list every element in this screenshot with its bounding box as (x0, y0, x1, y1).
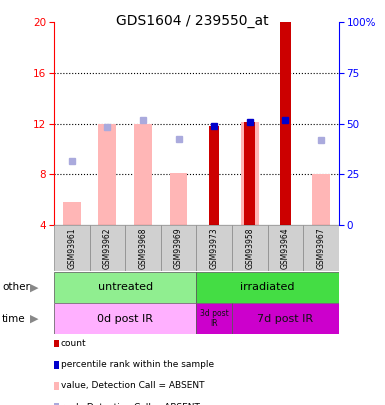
Text: value, Detection Call = ABSENT: value, Detection Call = ABSENT (61, 382, 204, 390)
Text: count: count (61, 339, 87, 348)
Text: GDS1604 / 239550_at: GDS1604 / 239550_at (116, 14, 269, 28)
Text: untreated: untreated (97, 282, 153, 292)
Text: GSM93969: GSM93969 (174, 227, 183, 269)
FancyBboxPatch shape (54, 225, 90, 271)
Bar (232, 303, 339, 334)
FancyBboxPatch shape (303, 225, 339, 271)
FancyBboxPatch shape (196, 225, 232, 271)
Bar (241, 122, 259, 225)
Text: irradiated: irradiated (240, 282, 295, 292)
Bar (312, 174, 330, 225)
Text: GSM93964: GSM93964 (281, 227, 290, 269)
Bar (54, 272, 196, 303)
Text: GSM93962: GSM93962 (103, 227, 112, 269)
Bar (244, 122, 255, 225)
Bar (170, 173, 187, 225)
Text: GSM93958: GSM93958 (245, 227, 254, 269)
Bar (209, 126, 219, 225)
Text: 3d post
IR: 3d post IR (200, 309, 229, 328)
Bar (196, 272, 339, 303)
Text: time: time (2, 313, 25, 324)
Text: GSM93968: GSM93968 (139, 227, 147, 269)
Bar (63, 202, 80, 225)
Text: GSM93973: GSM93973 (210, 227, 219, 269)
Text: 0d post IR: 0d post IR (97, 313, 153, 324)
Text: GSM93967: GSM93967 (316, 227, 325, 269)
FancyBboxPatch shape (268, 225, 303, 271)
Text: ▶: ▶ (30, 282, 39, 292)
FancyBboxPatch shape (125, 225, 161, 271)
Text: percentile rank within the sample: percentile rank within the sample (61, 360, 214, 369)
Text: rank, Detection Call = ABSENT: rank, Detection Call = ABSENT (61, 403, 200, 405)
FancyBboxPatch shape (161, 225, 196, 271)
Text: other: other (2, 282, 30, 292)
Bar (134, 124, 152, 225)
FancyBboxPatch shape (90, 225, 125, 271)
Bar (280, 22, 291, 225)
Text: 7d post IR: 7d post IR (257, 313, 313, 324)
Text: ▶: ▶ (30, 313, 39, 324)
Bar (54, 303, 196, 334)
Text: GSM93961: GSM93961 (67, 227, 76, 269)
Bar (99, 124, 116, 225)
FancyBboxPatch shape (232, 225, 268, 271)
Bar (196, 303, 232, 334)
